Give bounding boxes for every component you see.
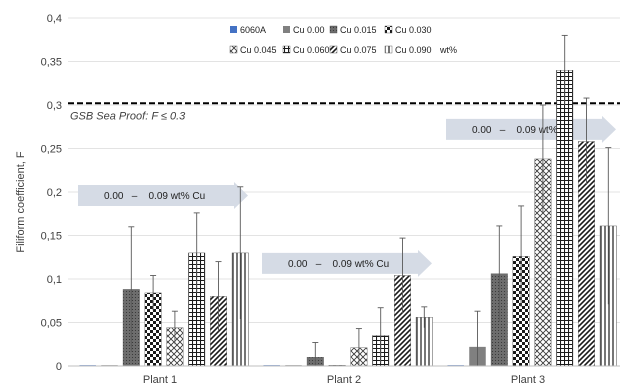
y-tick-label: 0,1 [47, 274, 62, 286]
reference-line-group: GSB Sea Proof: F ≤ 0.3 [68, 102, 620, 122]
y-tick-label: 0 [56, 361, 62, 373]
y-tick-label: 0,15 [41, 231, 62, 243]
annotation-arrow [78, 181, 248, 209]
y-tick-label: 0,35 [41, 57, 62, 69]
annotation-text: 0.00 – 0.09 wt% Cu [104, 191, 205, 202]
legend-label: Cu 0.090 [395, 45, 432, 55]
legend-label: Cu 0.00 [293, 25, 325, 35]
legend-label: Cu 0.045 [240, 45, 277, 55]
legend-label: Cu 0.015 [340, 25, 377, 35]
y-tick-label: 0,25 [41, 144, 62, 156]
y-axis-title: Filiform coefficient, F [15, 151, 27, 253]
annotation-arrow [446, 115, 616, 143]
legend-swatch [230, 26, 237, 33]
y-tick-label: 0,4 [47, 13, 62, 25]
legend-swatch [229, 45, 238, 54]
legend-label: 6060A [240, 25, 266, 35]
bar [556, 69, 574, 367]
x-tick-label: Plant 2 [327, 374, 361, 386]
x-tick-label: Plant 3 [511, 374, 545, 386]
legend: 6060A Cu 0.00 Cu 0.015 Cu 0.030 Cu 0.045 Cu 0… [229, 25, 457, 55]
annotation-text: 0.00 – 0.09 wt% Cu [288, 259, 389, 270]
y-tick-label: 0,05 [41, 318, 62, 330]
annotation-text: 0.00 – 0.09 wt% Cu [472, 125, 573, 136]
bars [79, 34, 617, 367]
y-tick-label: 0,3 [47, 100, 62, 112]
annotation-arrows: 0.00 – 0.09 wt% Cu 0.00 – 0.09 wt% Cu 0.00… [78, 115, 616, 277]
reference-label: GSB Sea Proof: F ≤ 0.3 [70, 110, 186, 122]
legend-label: Cu 0.060 [293, 45, 330, 55]
y-tick-label: 0,2 [47, 187, 62, 199]
legend-swatch [384, 25, 393, 34]
legend-swatch [329, 45, 338, 54]
legend-swatch [329, 25, 338, 34]
legend-swatch [282, 45, 291, 54]
axes: 0 0,05 0,1 0,15 0,2 0,25 0,3 0,35 0,4 Filiform co… [15, 13, 620, 386]
legend-swatch [384, 45, 393, 54]
x-tick-label: Plant 1 [143, 374, 177, 386]
legend-label: Cu 0.030 [395, 25, 432, 35]
annotation-arrow [262, 249, 432, 277]
legend-swatch [283, 26, 290, 33]
legend-label: Cu 0.075 [340, 45, 377, 55]
legend-unit: wt% [439, 45, 457, 55]
